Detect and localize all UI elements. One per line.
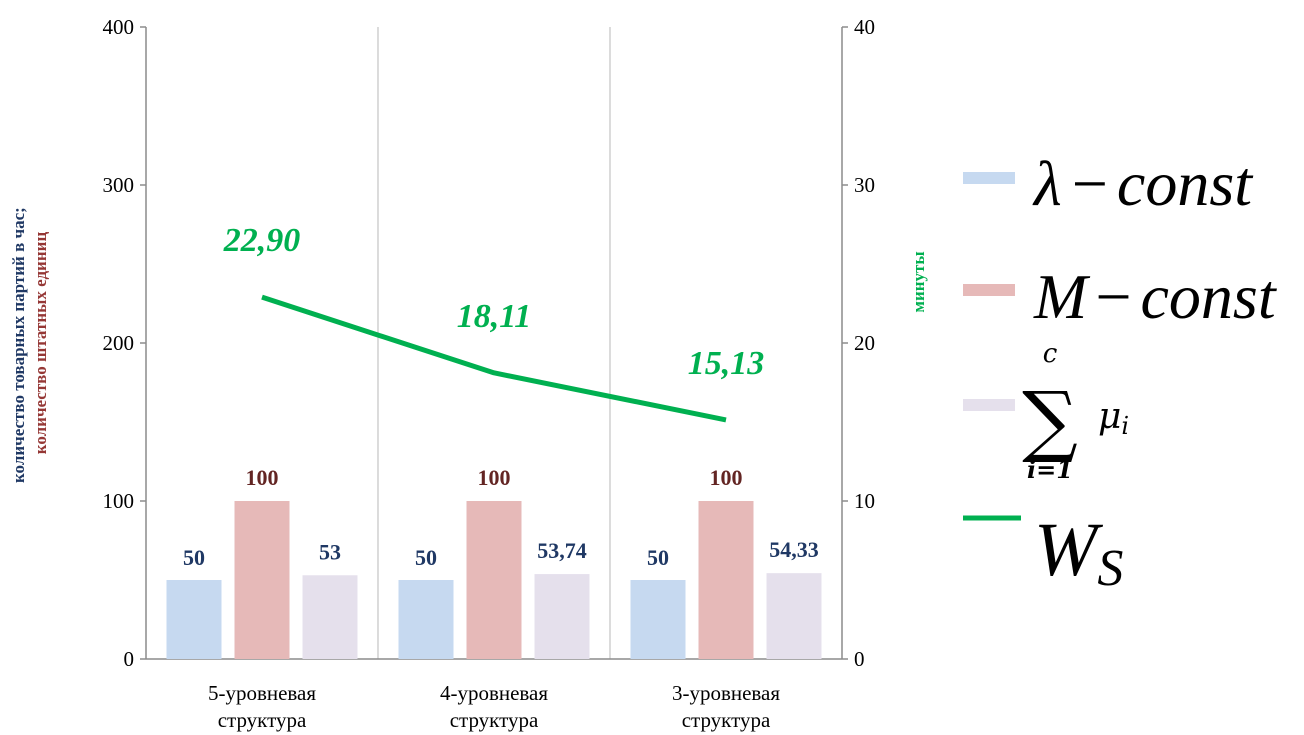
sigma-symbol: ∑ [1022,376,1078,466]
lambda-const-formula-icon: λ−const [1032,148,1254,219]
bar-data-label: 50 [415,545,437,570]
bar [698,501,754,659]
bar-data-label: 53 [319,539,341,564]
y-left-tick-label: 300 [103,173,135,197]
bars [166,501,822,659]
bar-data-label: 100 [710,465,743,490]
bar [302,575,358,659]
bar-data-label: 100 [478,465,511,490]
sum-mu-formula-icon: c ∑i=1 μi [1022,339,1129,484]
bar [166,580,222,659]
sum-lower-limit: i=1 [1027,455,1073,484]
y-right-tick-label: 0 [854,647,865,671]
minus-symbol: − [1068,148,1111,219]
sum-upper-limit: c [1043,339,1058,369]
data-labels: 50 50 50 100 100 100 53 53,74 54,33 22,90 18,11 15,… [183,222,819,570]
legend-item [963,399,1015,411]
bar-data-label: 50 [647,545,669,570]
lambda-symbol: λ [1032,148,1062,219]
bar [534,574,590,659]
x-category-label: структура [450,708,539,732]
y-left-title-part2: количество штатных единиц [31,232,50,455]
series-line [261,294,727,423]
lambda-const-text: λ−const [1032,148,1254,219]
x-category-label: 5-уровневая [208,681,316,705]
y-left-title-part1: количество товарных партий в час; [9,207,28,483]
y-right-tick-label: 40 [854,15,875,39]
bar [630,580,686,659]
line-data-label: 22,90 [223,222,301,259]
m-symbol: M [1033,261,1091,332]
ws-formula-icon: WS [1034,508,1123,597]
legend-swatch [963,399,1015,411]
bar [766,573,822,659]
x-category-label: 3-уровневая [672,681,780,705]
axis-titles: количество товарных партий в час; количе… [9,203,928,483]
m-const-formula-icon: M−const [1033,261,1278,332]
minus-symbol: − [1091,261,1134,332]
bar [234,501,290,659]
line-data-label: 15,13 [688,345,765,382]
x-category-label: 4-уровневая [440,681,548,705]
const-text: const [1141,261,1278,332]
legend-item [963,172,1015,184]
bar-data-label: 53,74 [537,538,587,563]
grid [377,27,611,659]
w-symbol: W [1034,508,1104,592]
mu-symbol: μ [1098,396,1121,437]
mu-subscript: i [1121,412,1129,440]
bar-data-label: 100 [246,465,279,490]
y-left-tick-label: 400 [103,15,135,39]
y-left-tick-label: 0 [124,647,135,671]
bar-data-label: 50 [183,545,205,570]
y-right-tick-label: 30 [854,173,875,197]
x-category-label: структура [682,708,771,732]
ws-text: WS [1034,508,1123,597]
x-category-label: структура [218,708,307,732]
legend-item [963,284,1015,296]
legend-swatch [963,284,1015,296]
bar [466,501,522,659]
const-text: const [1117,148,1254,219]
bar [398,580,454,659]
tick-labels: 0 100 200 300 400 0 10 20 30 40 5-уровневая структу… [103,15,876,732]
mu-text: μi [1098,396,1129,440]
w-subscript: S [1097,540,1123,597]
bar-data-label: 54,33 [769,537,819,562]
y-left-axis-title: количество товарных партий в час; количе… [9,203,50,483]
m-const-text: M−const [1033,261,1278,332]
y-right-axis-title: минуты [909,251,928,312]
y-right-tick-label: 10 [854,489,875,513]
legend-swatch [963,172,1015,184]
line-data-label: 18,11 [457,298,532,335]
y-left-tick-label: 200 [103,331,135,355]
y-right-tick-label: 20 [854,331,875,355]
y-left-tick-label: 100 [103,489,135,513]
